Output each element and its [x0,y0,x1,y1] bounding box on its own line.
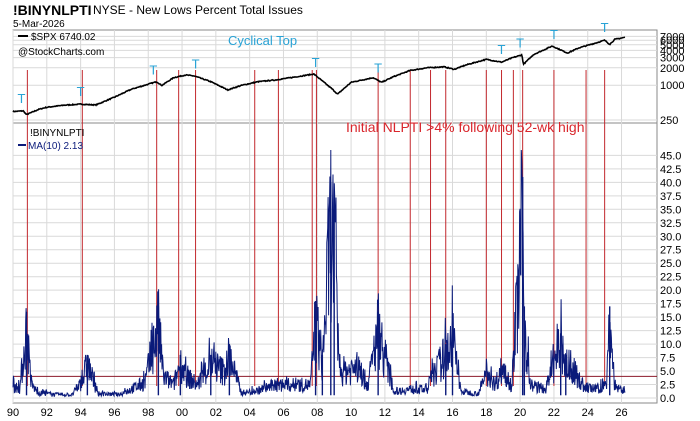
x-tick-label: 06 [277,407,289,419]
top-marker: T [77,84,85,99]
bottom-y-tick-label: 17.5 [660,299,681,311]
ma-legend: MA(10) 2.13 [28,141,83,152]
bottom-y-tick-label: 37.5 [660,191,681,203]
top-marker: T [498,42,506,57]
top-marker: T [374,60,382,75]
top-marker: T [17,91,25,106]
top-y-tick-label: 5000 [660,40,684,52]
top-y-tick-label: 7000 [660,31,684,43]
x-tick-label: 14 [413,407,425,419]
spx-series-line [12,36,626,116]
bottom-y-tick-label: 5.0 [660,366,675,378]
top-panel-frame [12,29,658,124]
chart-symbol: !BINYNLPTI [13,2,92,18]
x-tick-label: 08 [311,407,323,419]
x-tick-label: 04 [244,407,256,419]
top-marker: T [312,55,320,70]
bottom-y-tick-label: 25.0 [660,258,681,270]
top-marker: T [601,20,609,35]
spx-legend: $SPX 6740.02 [31,32,96,43]
x-tick-label: 22 [548,407,560,419]
x-tick-label: 96 [108,407,120,419]
bottom-y-tick-label: 35.0 [660,204,681,216]
x-tick-label: 94 [74,407,86,419]
chart-description: NYSE - New Lows Percent Total Issues [93,3,303,17]
bottom-y-tick-label: 42.5 [660,164,681,176]
bottom-y-tick-label: 30.0 [660,231,681,243]
axis-labels: 90 92 94 96 98 00 02 04 06 08 10 12 14 16 18 20 22 24 26 70… [7,31,685,419]
grid-layer [12,30,657,403]
top-y-tick-label: 250 [660,115,678,127]
nlpti-layer [12,149,626,398]
x-tick-label: 90 [7,407,19,419]
x-tick-label: 02 [210,407,222,419]
bottom-y-tick-label: 10.0 [660,339,681,351]
bottom-y-tick-label: 2.5 [660,380,675,392]
bottom-y-tick-label: 12.5 [660,326,681,338]
spx-layer [12,36,626,116]
x-tick-label: 20 [514,407,526,419]
x-tick-label: 92 [41,407,53,419]
chart-date: 5-Mar-2026 [13,19,65,30]
top-y-tick-label: 4000 [660,45,684,57]
x-tick-label: 26 [615,407,627,419]
top-marker: T [149,63,157,78]
x-tick-label: 98 [142,407,154,419]
bottom-y-tick-label: 20.0 [660,285,681,297]
x-tick-label: 18 [480,407,492,419]
x-tick-label: 24 [582,407,594,419]
x-tick-label: 00 [176,407,188,419]
bottom-y-tick-label: 22.5 [660,272,681,284]
bottom-y-tick-label: 7.5 [660,353,675,365]
bottom-y-tick-label: 45.0 [660,150,681,162]
nlpti-legend-symbol: !BINYNLPTI [30,128,84,139]
bottom-y-tick-label: 27.5 [660,245,681,257]
watermark: @StockCharts.com [18,47,104,58]
top-y-tick-label: 2000 [660,63,684,75]
bottom-y-tick-label: 15.0 [660,312,681,324]
top-y-tick-label: 3000 [660,53,684,65]
x-tick-label: 12 [379,407,391,419]
top-markers: T TT T T TT TT T [17,20,608,106]
bottom-y-tick-label: 0.0 [660,393,675,405]
bottom-y-tick-label: 32.5 [660,218,681,230]
cyclical-top-annotation: Cyclical Top [228,33,297,48]
top-marker: T [550,27,558,42]
bottom-y-tick-label: 40.0 [660,177,681,189]
x-tick-label: 10 [345,407,357,419]
signal-annotation: Initial NLPTI >4% following 52-wk high [346,119,585,135]
top-y-tick-label: 1000 [660,80,684,92]
top-marker: T [516,35,524,50]
top-marker: T [192,56,200,71]
x-tick-label: 16 [446,407,458,419]
top-y-tick-label: 6000 [660,35,684,47]
